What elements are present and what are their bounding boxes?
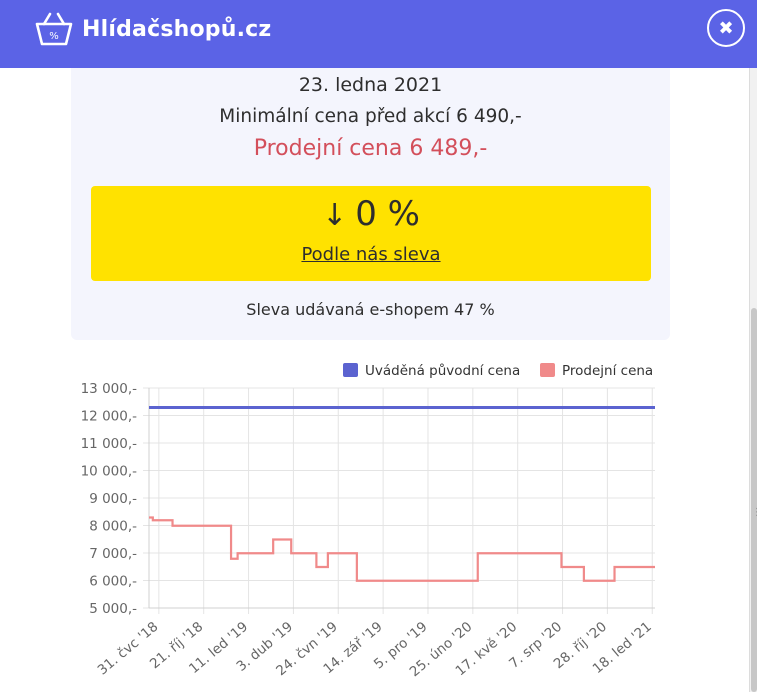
close-button[interactable]: ✖	[707, 9, 745, 47]
close-icon: ✖	[718, 17, 734, 39]
price-date: 23. ledna 2021	[298, 74, 443, 96]
y-tick-label: 11 000,-	[81, 436, 138, 452]
brand-name: Hlídačshopů.cz	[82, 16, 272, 42]
svg-text:%: %	[49, 31, 59, 42]
discount-value: 0 %	[355, 194, 420, 234]
scrollbar[interactable]	[749, 68, 757, 692]
y-tick-label: 10 000,-	[81, 464, 138, 480]
basket-percent-icon: %	[35, 12, 73, 46]
resize-grip-icon[interactable]: ⋮	[752, 507, 757, 518]
price-summary-card: 23. ledna 2021 Minimální cena před akcí …	[71, 68, 670, 340]
legend-swatch	[540, 363, 555, 377]
y-tick-label: 12 000,-	[81, 409, 138, 425]
logo[interactable]: % Hlídačshopů.cz	[34, 11, 271, 47]
eshop-claimed-discount: Sleva udávaná e-shopem 47 %	[246, 300, 495, 319]
y-tick-label: 9 000,-	[89, 491, 137, 507]
legend-label: Prodejní cena	[562, 363, 653, 379]
y-tick-label: 5 000,-	[89, 601, 137, 617]
x-tick-label: 31. čvc '18	[95, 619, 162, 679]
legend-label: Uváděná původní cena	[365, 363, 520, 379]
app-header: % Hlídačshopů.cz ✖	[0, 0, 757, 68]
discount-info-link[interactable]: Podle nás sleva	[301, 244, 441, 265]
legend-swatch	[343, 363, 358, 377]
sale-price: Prodejní cena 6 489,-	[253, 136, 488, 161]
scrollbar-thumb[interactable]	[751, 308, 757, 692]
series-line-sale-price	[149, 516, 655, 582]
discount-percent: ↓ 0 %	[91, 194, 651, 234]
arrow-down-icon: ↓	[322, 198, 348, 233]
y-tick-label: 6 000,-	[89, 574, 137, 590]
y-tick-label: 13 000,-	[81, 381, 138, 397]
discount-box: ↓ 0 % Podle nás sleva	[91, 186, 651, 281]
price-history-chart: 13 000,- 12 000,- 11 000,- 10 000,- 9 000,- 8…	[81, 363, 655, 680]
min-price-before-sale: Minimální cena před akcí 6 490,-	[219, 106, 522, 127]
y-tick-label: 7 000,-	[89, 546, 137, 562]
y-tick-label: 8 000,-	[89, 519, 137, 535]
